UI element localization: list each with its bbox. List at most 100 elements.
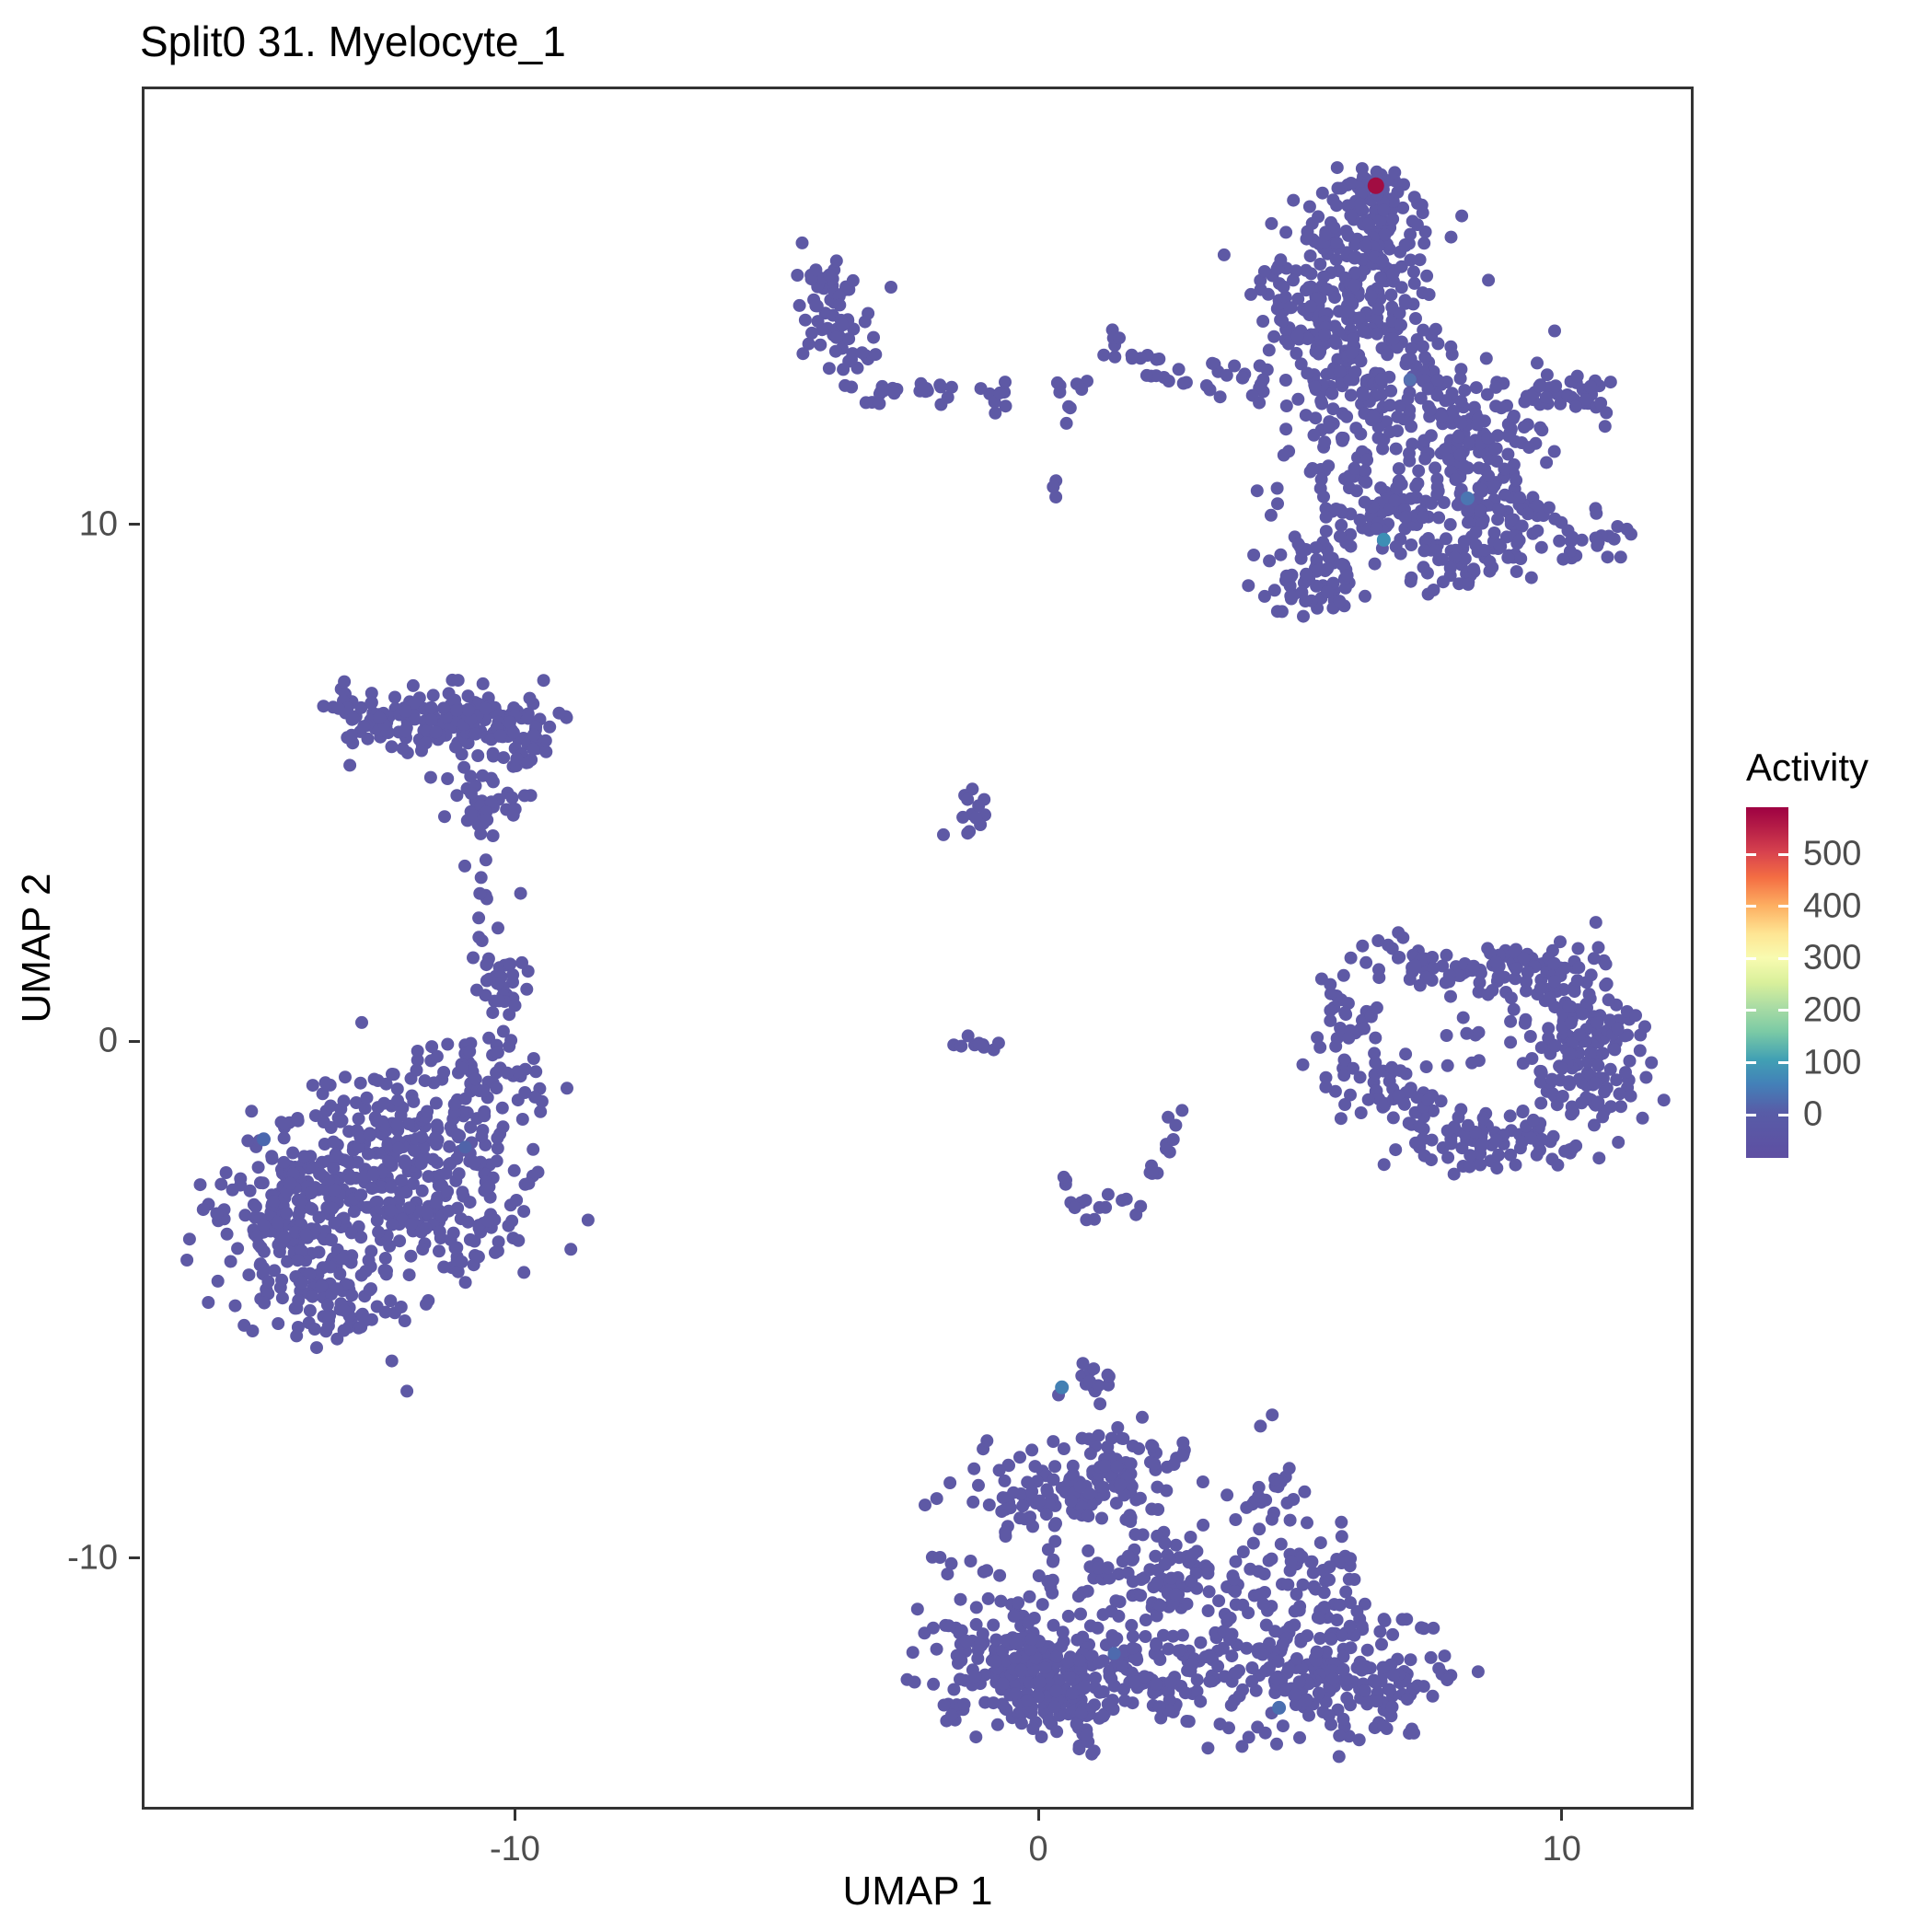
data-point — [399, 704, 412, 718]
data-point — [426, 688, 440, 702]
data-point — [1287, 1493, 1301, 1506]
data-point — [1332, 1750, 1346, 1764]
data-point — [1600, 977, 1614, 990]
data-point — [1328, 1084, 1342, 1098]
data-point — [1400, 353, 1414, 366]
data-point — [480, 958, 493, 972]
data-point — [1396, 931, 1410, 944]
data-point — [521, 756, 535, 769]
data-point — [463, 1045, 477, 1059]
data-point — [1540, 456, 1554, 469]
legend-colorbar-tick — [1778, 956, 1788, 960]
data-point — [1344, 1596, 1357, 1610]
data-point — [1549, 379, 1563, 393]
data-point — [1072, 1742, 1086, 1756]
data-point — [1556, 1090, 1569, 1103]
data-point — [1279, 569, 1293, 583]
data-point — [966, 1495, 980, 1509]
data-point — [1377, 203, 1391, 217]
data-point — [1162, 1642, 1175, 1656]
data-point — [1327, 221, 1341, 235]
data-point — [1033, 1494, 1047, 1508]
data-point — [366, 1168, 380, 1182]
data-point — [982, 1498, 996, 1511]
data-point — [182, 1232, 196, 1246]
data-point — [292, 1293, 306, 1307]
data-point — [1300, 232, 1313, 246]
data-point — [1385, 942, 1399, 955]
data-point — [1418, 452, 1432, 466]
data-point — [455, 1255, 469, 1268]
data-point — [1381, 348, 1394, 362]
data-point — [1139, 1614, 1152, 1626]
data-point — [1118, 1694, 1132, 1707]
data-point — [839, 378, 852, 392]
data-point — [1047, 480, 1060, 493]
data-point — [1462, 515, 1475, 529]
data-point — [231, 1242, 245, 1255]
data-point — [1396, 201, 1410, 214]
data-point — [1603, 1013, 1616, 1027]
data-point — [1451, 498, 1464, 512]
data-point — [1224, 1698, 1238, 1712]
data-point — [370, 1115, 384, 1128]
data-point — [441, 772, 455, 785]
data-point — [1039, 1508, 1053, 1521]
data-point — [1073, 1654, 1086, 1668]
data-point — [1052, 1673, 1066, 1687]
data-point — [1334, 1112, 1348, 1126]
data-point — [475, 1129, 489, 1143]
data-point — [1295, 1661, 1309, 1675]
data-point — [341, 1155, 354, 1169]
data-point — [1276, 1637, 1290, 1650]
data-point — [338, 1303, 352, 1317]
data-point — [944, 380, 958, 394]
data-point — [1359, 589, 1371, 603]
data-point — [1066, 1459, 1080, 1473]
data-point — [1376, 442, 1390, 456]
data-point — [457, 760, 471, 774]
data-point — [1378, 228, 1392, 242]
data-point — [1164, 1675, 1178, 1689]
data-point — [1331, 181, 1345, 195]
data-point — [1610, 1073, 1624, 1087]
data-point — [338, 675, 352, 688]
data-point — [1462, 577, 1475, 591]
data-point — [1517, 421, 1531, 434]
data-point — [1394, 260, 1408, 273]
data-point — [1162, 1110, 1175, 1124]
data-point — [364, 696, 378, 710]
data-point — [867, 330, 880, 344]
data-point — [1512, 533, 1526, 547]
data-point — [1309, 411, 1323, 425]
data-point — [291, 1112, 305, 1125]
data-point — [1403, 973, 1417, 986]
data-point — [1507, 1002, 1521, 1016]
data-point — [1335, 1530, 1348, 1544]
data-point — [1284, 589, 1298, 603]
data-point — [1050, 1649, 1064, 1663]
data-point — [1283, 1513, 1297, 1527]
data-point — [1256, 315, 1270, 328]
data-point — [1319, 228, 1333, 242]
data-point — [1329, 253, 1343, 266]
data-point — [1279, 226, 1293, 239]
data-point — [1194, 1695, 1208, 1708]
data-point — [1608, 1043, 1622, 1057]
data-point — [1301, 366, 1314, 380]
data-point — [1201, 1741, 1215, 1755]
data-point — [887, 387, 901, 400]
data-point — [937, 1698, 951, 1712]
data-point — [441, 1037, 455, 1051]
data-point — [506, 808, 520, 822]
data-point — [486, 775, 500, 789]
data-point — [1262, 343, 1276, 357]
data-point — [1440, 1059, 1454, 1072]
data-point — [1138, 1670, 1151, 1683]
data-point — [1313, 1536, 1327, 1550]
data-point — [1059, 416, 1073, 430]
data-point — [1082, 1544, 1095, 1557]
data-point — [1153, 1599, 1167, 1613]
data-point — [1611, 1022, 1625, 1035]
